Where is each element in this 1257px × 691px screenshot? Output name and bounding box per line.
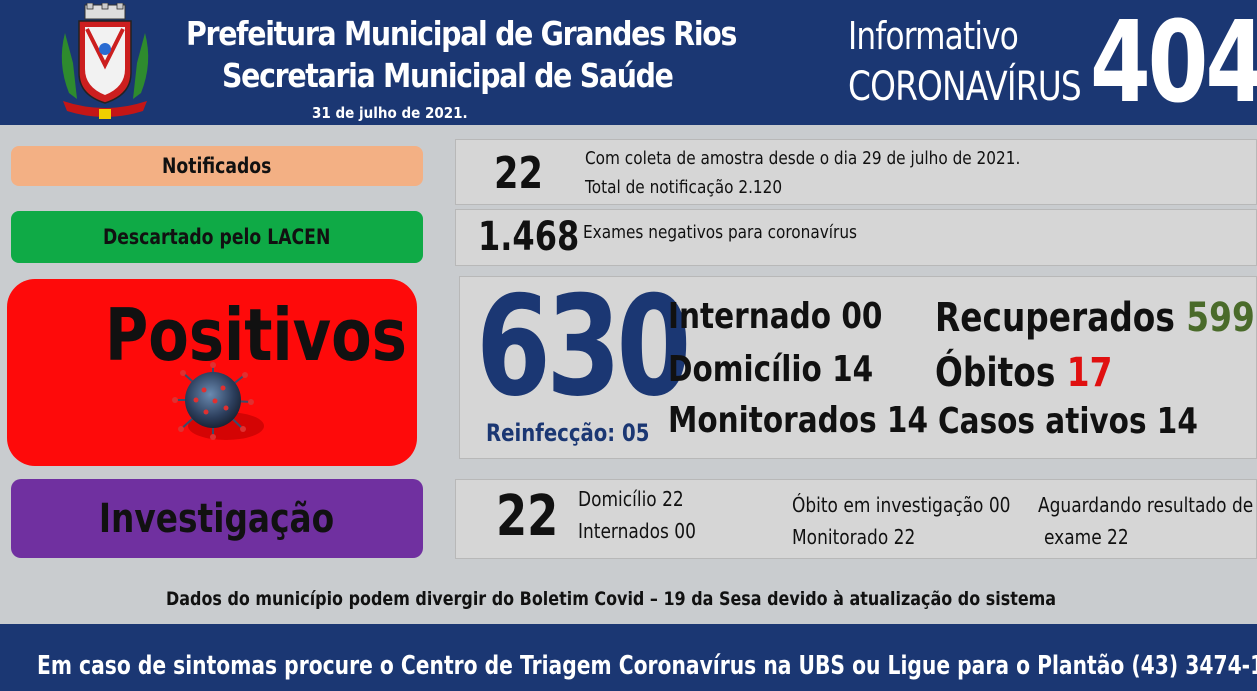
footer-note: Dados do município podem divergir do Bol… <box>166 588 1057 610</box>
descartado-desc: Exames negativos para coronavírus <box>583 222 857 243</box>
notificados-desc-line2: Total de notificação 2.120 <box>585 177 783 198</box>
internado-value: Internado 00 <box>668 296 883 337</box>
positivos-panel <box>459 276 1257 459</box>
bulletin-number: 404 <box>1090 0 1257 128</box>
recuperados-value: 599 <box>1186 295 1255 341</box>
investigacao-internados: Internados 00 <box>578 519 696 543</box>
investigacao-label-box: Investigação <box>11 479 423 558</box>
descartado-label-box: Descartado pelo LACEN <box>11 211 423 263</box>
bottom-bar <box>0 624 1257 691</box>
positivos-value: 630 <box>476 266 691 427</box>
obito-investigacao: Óbito em investigação 00 <box>792 493 1011 517</box>
investigacao-label: Investigação <box>99 495 335 542</box>
org-line-2: Secretaria Municipal de Saúde <box>222 56 674 95</box>
investigacao-value: 22 <box>496 484 559 549</box>
notificados-label-box: Notificados <box>11 146 423 186</box>
descartado-value: 1.468 <box>478 214 580 260</box>
aguardando-line1: Aguardando resultado de <box>1038 493 1254 517</box>
descartado-label: Descartado pelo LACEN <box>103 225 331 249</box>
coat-of-arms-icon <box>61 3 149 119</box>
notificados-label: Notificados <box>162 154 272 178</box>
investigacao-domicilio: Domicílio 22 <box>578 487 684 511</box>
bottom-bar-text: Em caso de sintomas procure o Centro de … <box>37 651 1257 681</box>
domicilio-value: Domicílio 14 <box>668 349 874 390</box>
info-title: Informativo <box>848 14 1019 58</box>
notificados-value: 22 <box>494 148 543 199</box>
info-subtitle: CORONAVÍRUS <box>848 64 1082 110</box>
notificados-panel <box>455 139 1257 205</box>
casos-ativos-value: Casos ativos 14 <box>938 401 1198 442</box>
descartado-panel <box>455 209 1257 266</box>
recuperados-label: Recuperados <box>935 295 1175 341</box>
org-line-1: Prefeitura Municipal de Grandes Rios <box>186 14 737 53</box>
aguardando-line2: exame 22 <box>1044 525 1129 549</box>
reinfeccao-value: Reinfecção: 05 <box>486 419 650 447</box>
bulletin-date: 31 de julho de 2021. <box>312 104 468 122</box>
investigacao-panel <box>455 479 1257 559</box>
obitos-row: Óbitos 17 <box>935 350 1112 396</box>
obitos-value: 17 <box>1066 350 1113 396</box>
header-banner: Prefeitura Municipal de Grandes Rios Sec… <box>0 0 1257 128</box>
recuperados-row: Recuperados 599 <box>935 295 1255 341</box>
coronavirus-icon <box>172 362 264 440</box>
investigacao-monitorado: Monitorado 22 <box>792 525 916 549</box>
positivos-label: Positivos <box>105 293 407 377</box>
notificados-desc-line1: Com coleta de amostra desde o dia 29 de … <box>585 148 1021 169</box>
obitos-label: Óbitos <box>935 350 1056 396</box>
monitorados-value: Monitorados 14 <box>668 400 929 441</box>
